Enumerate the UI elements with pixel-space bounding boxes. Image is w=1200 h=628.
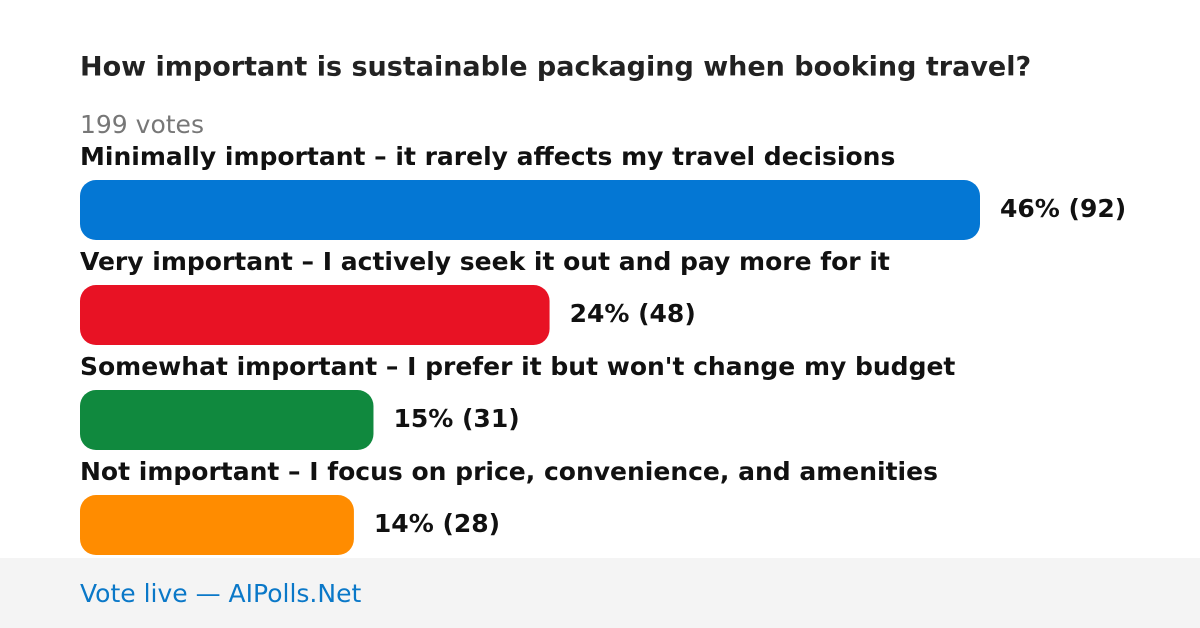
chart-title: How important is sustainable packaging w… <box>80 52 1031 83</box>
value-label: 15% (31) <box>393 404 519 433</box>
bar <box>80 180 980 240</box>
footer-link[interactable]: Vote live — AIPolls.Net <box>80 579 361 608</box>
bar <box>80 390 374 450</box>
option-label: Very important – I actively seek it out … <box>80 247 890 276</box>
option-label: Somewhat important – I prefer it but won… <box>80 352 955 381</box>
vote-count: 199 votes <box>80 110 204 139</box>
value-label: 14% (28) <box>374 509 500 538</box>
value-label: 46% (92) <box>1000 194 1126 223</box>
option-label: Minimally important – it rarely affects … <box>80 142 895 171</box>
footer-bar <box>0 558 1200 628</box>
option-label: Not important – I focus on price, conven… <box>80 457 938 486</box>
bar <box>80 285 550 345</box>
bar <box>80 495 354 555</box>
value-label: 24% (48) <box>570 299 696 328</box>
